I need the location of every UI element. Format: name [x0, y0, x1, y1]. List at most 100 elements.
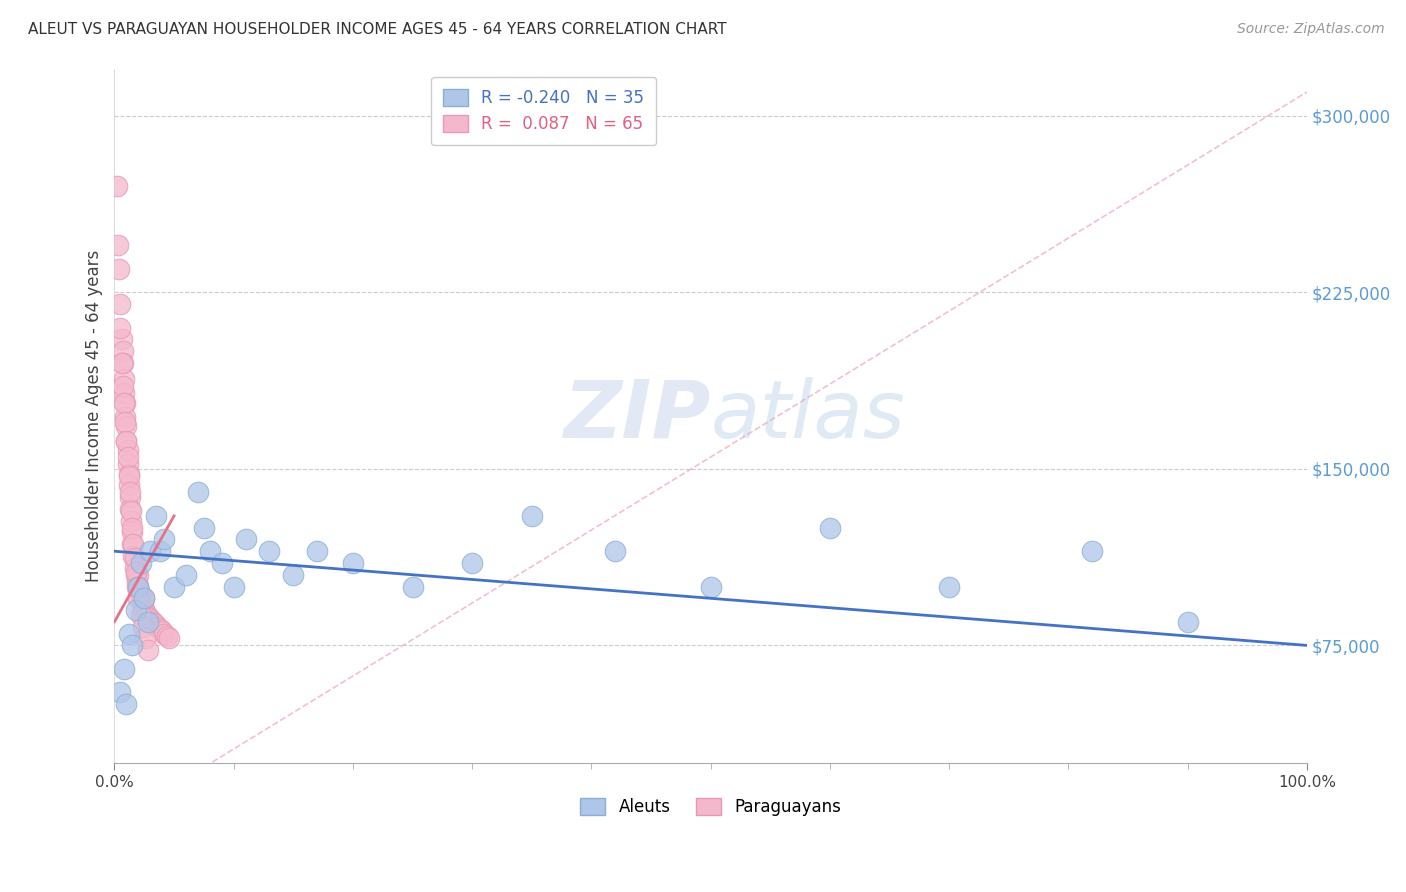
- Legend: Aleuts, Paraguayans: Aleuts, Paraguayans: [572, 789, 849, 824]
- Point: [134, 591, 156, 606]
- Point: [520, 508, 543, 523]
- Point: [198, 544, 221, 558]
- Point: [114, 409, 136, 424]
- Point: [118, 501, 141, 516]
- Point: [605, 544, 627, 558]
- Point: [145, 508, 167, 523]
- Point: [121, 639, 143, 653]
- Point: [818, 521, 841, 535]
- Y-axis label: Householder Income Ages 45 - 64 years: Householder Income Ages 45 - 64 years: [86, 250, 103, 582]
- Point: [117, 442, 139, 457]
- Point: [146, 619, 169, 633]
- Point: [122, 549, 145, 563]
- Point: [115, 434, 138, 448]
- Point: [121, 521, 143, 535]
- Point: [401, 580, 423, 594]
- Text: Source: ZipAtlas.com: Source: ZipAtlas.com: [1237, 22, 1385, 37]
- Text: ZIP: ZIP: [564, 376, 710, 455]
- Point: [143, 617, 166, 632]
- Point: [699, 580, 721, 594]
- Point: [127, 580, 149, 594]
- Point: [118, 490, 141, 504]
- Point: [135, 607, 157, 622]
- Point: [125, 567, 148, 582]
- Point: [122, 537, 145, 551]
- Point: [118, 467, 141, 481]
- Point: [115, 698, 138, 712]
- Point: [114, 396, 136, 410]
- Point: [118, 626, 141, 640]
- Point: [114, 415, 136, 429]
- Point: [120, 514, 142, 528]
- Point: [118, 485, 141, 500]
- Point: [127, 580, 149, 594]
- Point: [121, 525, 143, 540]
- Point: [342, 556, 364, 570]
- Point: [124, 560, 146, 574]
- Point: [1081, 544, 1104, 558]
- Point: [1177, 615, 1199, 629]
- Point: [136, 610, 159, 624]
- Point: [108, 261, 131, 276]
- Point: [129, 589, 152, 603]
- Point: [136, 643, 159, 657]
- Point: [174, 567, 197, 582]
- Point: [211, 556, 233, 570]
- Point: [110, 356, 132, 370]
- Point: [139, 544, 162, 558]
- Point: [112, 396, 135, 410]
- Point: [132, 599, 155, 613]
- Point: [111, 344, 134, 359]
- Point: [118, 478, 141, 492]
- Point: [124, 551, 146, 566]
- Point: [283, 567, 305, 582]
- Point: [110, 297, 132, 311]
- Point: [153, 626, 176, 640]
- Text: atlas: atlas: [710, 376, 905, 455]
- Point: [125, 603, 148, 617]
- Point: [112, 386, 135, 401]
- Point: [153, 533, 176, 547]
- Point: [139, 613, 162, 627]
- Point: [134, 603, 156, 617]
- Point: [125, 574, 148, 589]
- Point: [938, 580, 960, 594]
- Point: [125, 566, 148, 580]
- Point: [107, 238, 129, 252]
- Point: [121, 537, 143, 551]
- Point: [222, 580, 245, 594]
- Point: [110, 332, 132, 346]
- Point: [187, 485, 209, 500]
- Point: [235, 533, 257, 547]
- Point: [131, 593, 153, 607]
- Point: [307, 544, 329, 558]
- Point: [150, 624, 173, 639]
- Point: [136, 615, 159, 629]
- Point: [118, 468, 141, 483]
- Point: [115, 419, 138, 434]
- Point: [127, 591, 149, 606]
- Point: [134, 591, 156, 606]
- Point: [129, 556, 152, 570]
- Point: [120, 504, 142, 518]
- Point: [142, 615, 165, 629]
- Point: [105, 179, 128, 194]
- Point: [134, 632, 156, 646]
- Point: [461, 556, 484, 570]
- Point: [112, 372, 135, 386]
- Point: [156, 629, 179, 643]
- Point: [128, 584, 150, 599]
- Point: [115, 434, 138, 448]
- Point: [193, 521, 215, 535]
- Point: [117, 450, 139, 464]
- Point: [132, 619, 155, 633]
- Point: [111, 356, 134, 370]
- Point: [117, 457, 139, 471]
- Point: [163, 580, 186, 594]
- Point: [112, 662, 135, 676]
- Point: [111, 379, 134, 393]
- Point: [125, 580, 148, 594]
- Point: [129, 607, 152, 622]
- Point: [110, 685, 132, 699]
- Point: [149, 622, 172, 636]
